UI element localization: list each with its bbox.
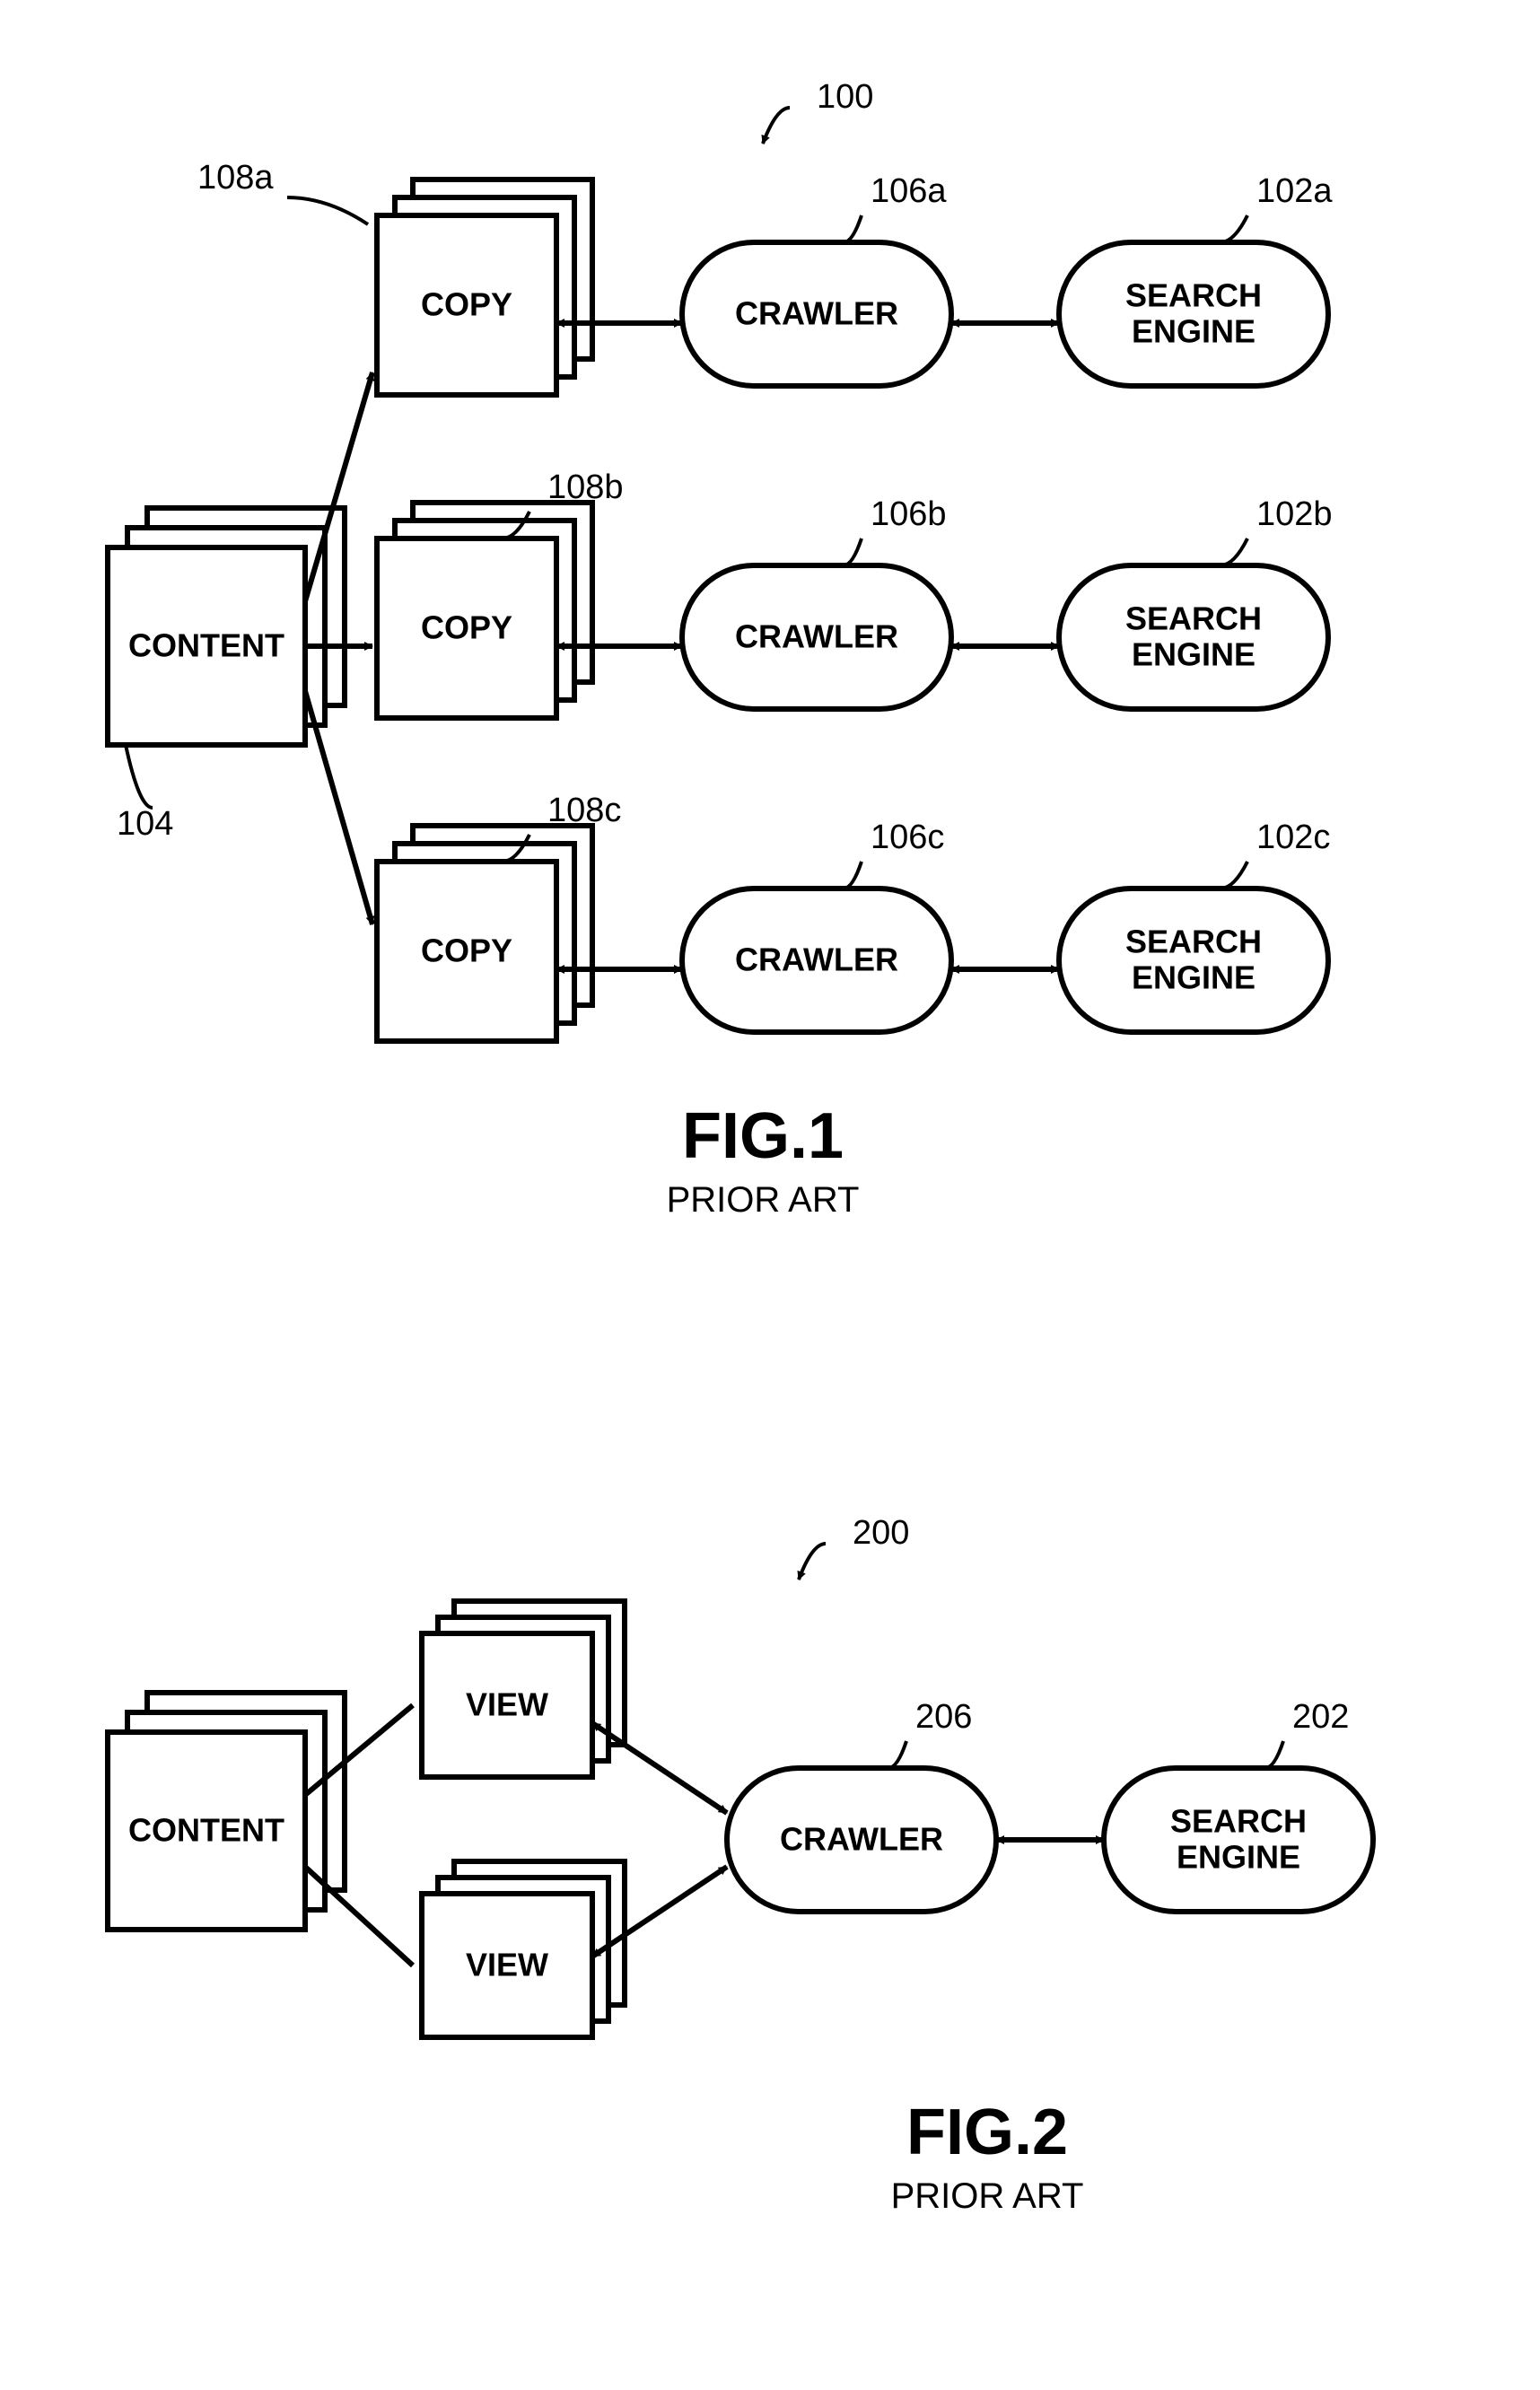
svg-text:106c: 106c bbox=[871, 819, 944, 856]
svg-text:VIEW: VIEW bbox=[466, 1947, 548, 1983]
svg-text:100: 100 bbox=[817, 78, 873, 116]
svg-text:SEARCH: SEARCH bbox=[1125, 924, 1262, 960]
svg-text:PRIOR ART: PRIOR ART bbox=[667, 1180, 860, 1220]
svg-text:206: 206 bbox=[915, 1698, 972, 1736]
svg-text:106b: 106b bbox=[871, 495, 947, 533]
svg-text:CRAWLER: CRAWLER bbox=[735, 295, 898, 332]
svg-text:CONTENT: CONTENT bbox=[128, 627, 284, 664]
svg-text:CRAWLER: CRAWLER bbox=[735, 941, 898, 978]
svg-text:106a: 106a bbox=[871, 172, 947, 210]
svg-text:ENGINE: ENGINE bbox=[1177, 1839, 1300, 1876]
svg-text:COPY: COPY bbox=[421, 609, 512, 646]
svg-text:FIG.2: FIG.2 bbox=[906, 2097, 1068, 2168]
svg-text:108a: 108a bbox=[197, 159, 274, 197]
svg-text:ENGINE: ENGINE bbox=[1132, 313, 1256, 350]
svg-text:FIG.1: FIG.1 bbox=[682, 1100, 844, 1172]
svg-text:108c: 108c bbox=[547, 792, 621, 829]
svg-text:CONTENT: CONTENT bbox=[128, 1812, 284, 1849]
svg-text:ENGINE: ENGINE bbox=[1132, 636, 1256, 673]
svg-text:COPY: COPY bbox=[421, 286, 512, 323]
svg-text:108b: 108b bbox=[547, 468, 624, 506]
svg-text:PRIOR ART: PRIOR ART bbox=[891, 2176, 1084, 2216]
svg-text:SEARCH: SEARCH bbox=[1170, 1803, 1307, 1840]
svg-text:COPY: COPY bbox=[421, 932, 512, 969]
svg-text:VIEW: VIEW bbox=[466, 1686, 548, 1723]
svg-text:102b: 102b bbox=[1256, 495, 1333, 533]
svg-text:SEARCH: SEARCH bbox=[1125, 600, 1262, 637]
svg-text:102a: 102a bbox=[1256, 172, 1333, 210]
svg-text:ENGINE: ENGINE bbox=[1132, 959, 1256, 996]
svg-text:200: 200 bbox=[853, 1514, 909, 1552]
svg-text:102c: 102c bbox=[1256, 819, 1330, 856]
svg-text:104: 104 bbox=[117, 805, 173, 843]
svg-text:CRAWLER: CRAWLER bbox=[735, 618, 898, 655]
svg-text:CRAWLER: CRAWLER bbox=[780, 1821, 943, 1858]
svg-text:202: 202 bbox=[1292, 1698, 1349, 1736]
svg-text:SEARCH: SEARCH bbox=[1125, 277, 1262, 314]
